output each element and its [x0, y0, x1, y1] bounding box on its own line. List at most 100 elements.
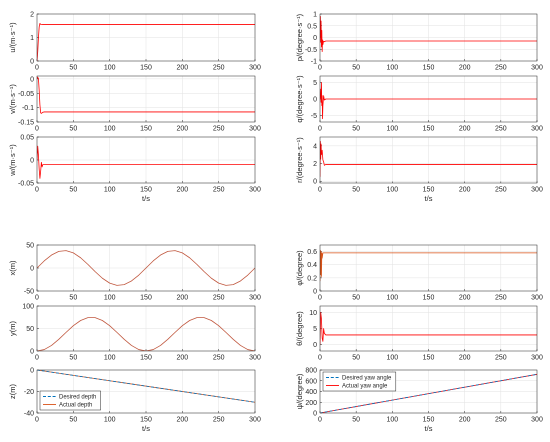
- y-tick-label: 0: [313, 35, 317, 42]
- axes-box: [319, 75, 538, 123]
- subplot-z: 0 50 100 150 200 250 300 0 -20 -40 z(m) t/s Desired …: [8, 368, 261, 434]
- x-tick-label: 100: [104, 126, 116, 133]
- x-tick-label: 100: [104, 417, 116, 424]
- x-tick-label: 250: [213, 187, 225, 194]
- series-line-q: [320, 82, 537, 120]
- x-tick-label: 0: [318, 65, 322, 72]
- series-group: [37, 250, 255, 286]
- x-tick-label: 250: [213, 126, 225, 133]
- y-axis-label: θ/(degree): [295, 311, 304, 346]
- y-tick-label: -1: [311, 59, 317, 66]
- y-axis-label: q/(degree·s⁻¹): [295, 75, 304, 123]
- x-tick-label: 150: [140, 417, 152, 424]
- x-axis-label: t/s: [425, 194, 433, 203]
- x-tick-label: 200: [459, 65, 471, 72]
- y-tick-label: 200: [305, 400, 317, 407]
- x-tick-label: 300: [531, 355, 543, 362]
- y-tick-label: 2: [30, 12, 34, 19]
- x-tick-label: 300: [249, 355, 261, 362]
- x-tick-label: 50: [352, 295, 360, 302]
- x-tick-label: 200: [459, 126, 471, 133]
- y-tick-label: 100: [22, 304, 34, 311]
- x-tick-label: 300: [249, 187, 261, 194]
- x-tick-label: 50: [69, 417, 77, 424]
- axes-box: [319, 369, 538, 414]
- y-tick-label: -0.05: [18, 91, 34, 98]
- series-line-u: [37, 22, 255, 61]
- axes-box: [36, 305, 256, 352]
- x-tick-label: 150: [423, 295, 435, 302]
- y-tick-label: -0.05: [18, 181, 34, 188]
- series-line-r: [320, 141, 537, 177]
- y-tick-label: 0: [313, 179, 317, 186]
- x-tick-label: 150: [140, 295, 152, 302]
- x-tick-label: 50: [352, 126, 360, 133]
- x-tick-label: 50: [352, 355, 360, 362]
- subplot-y: 0 50 100 150 200 250 300 100 50 0 y(m): [8, 304, 261, 362]
- y-tick-label: 0.4: [307, 262, 317, 269]
- x-tick-label: 150: [140, 126, 152, 133]
- y-tick-label: 0: [30, 266, 34, 273]
- x-tick-label: 100: [104, 295, 116, 302]
- y-axis-label: φ/(degree): [295, 250, 304, 286]
- x-tick-label: 250: [495, 295, 507, 302]
- x-tick-label: 0: [318, 417, 322, 424]
- x-tick-label: 250: [213, 355, 225, 362]
- y-axis-label: z(m): [8, 384, 17, 399]
- x-tick-label: 250: [495, 65, 507, 72]
- y-tick-label: 1: [313, 12, 317, 19]
- x-tick-label: 250: [495, 417, 507, 424]
- y-tick-label: 5: [313, 80, 317, 87]
- x-tick-label: 200: [176, 126, 188, 133]
- axes-box: [319, 244, 538, 292]
- y-tick-label: -0.15: [18, 120, 34, 127]
- x-tick-label: 300: [531, 65, 543, 72]
- x-axis-label: t/s: [425, 424, 433, 433]
- x-tick-label: 300: [531, 295, 543, 302]
- series-group: [320, 373, 537, 413]
- x-tick-label: 50: [69, 295, 77, 302]
- x-tick-label: 250: [213, 417, 225, 424]
- series-group: [37, 76, 255, 114]
- x-tick-label: 150: [423, 65, 435, 72]
- x-tick-label: 300: [249, 126, 261, 133]
- y-tick-label: 0.6: [307, 249, 317, 256]
- x-tick-label: 50: [69, 187, 77, 194]
- legend-label-actual-depth: Actual depth: [59, 403, 92, 409]
- x-tick-label: 0: [35, 187, 39, 194]
- series-line-v: [37, 76, 255, 114]
- x-tick-label: 100: [386, 65, 398, 72]
- x-tick-label: 300: [531, 417, 543, 424]
- series-line-p: [320, 15, 537, 52]
- series-group: [320, 141, 537, 177]
- x-tick-label: 50: [69, 355, 77, 362]
- axes-box: [319, 136, 538, 184]
- y-axis-label: x(m): [8, 260, 17, 275]
- y-tick-label: 4: [313, 143, 317, 150]
- y-tick-label: -50: [24, 289, 34, 296]
- y-tick-label: 5: [313, 326, 317, 333]
- series-group: [320, 15, 537, 52]
- x-tick-label: 300: [531, 187, 543, 194]
- series-group: [37, 370, 255, 403]
- axes-box: [36, 75, 256, 123]
- series-line-phi: [320, 249, 537, 282]
- x-tick-label: 100: [104, 187, 116, 194]
- y-tick-label: 0: [313, 411, 317, 418]
- series-line-theta: [320, 312, 537, 345]
- y-axis-label: w/(m·s⁻¹): [8, 144, 17, 177]
- legend: Desired depth Actual depth: [39, 390, 101, 411]
- x-tick-label: 0: [35, 355, 39, 362]
- series-group: [320, 82, 537, 120]
- y-tick-label: 0.05: [20, 135, 34, 142]
- x-tick-label: 300: [249, 417, 261, 424]
- x-tick-label: 50: [352, 417, 360, 424]
- x-tick-label: 200: [176, 417, 188, 424]
- y-tick-label: 10: [309, 310, 317, 317]
- y-tick-label: 400: [305, 389, 317, 396]
- x-tick-label: 200: [459, 417, 471, 424]
- series-group: [37, 145, 255, 179]
- axes-box: [36, 136, 256, 184]
- legend-box: [39, 390, 101, 411]
